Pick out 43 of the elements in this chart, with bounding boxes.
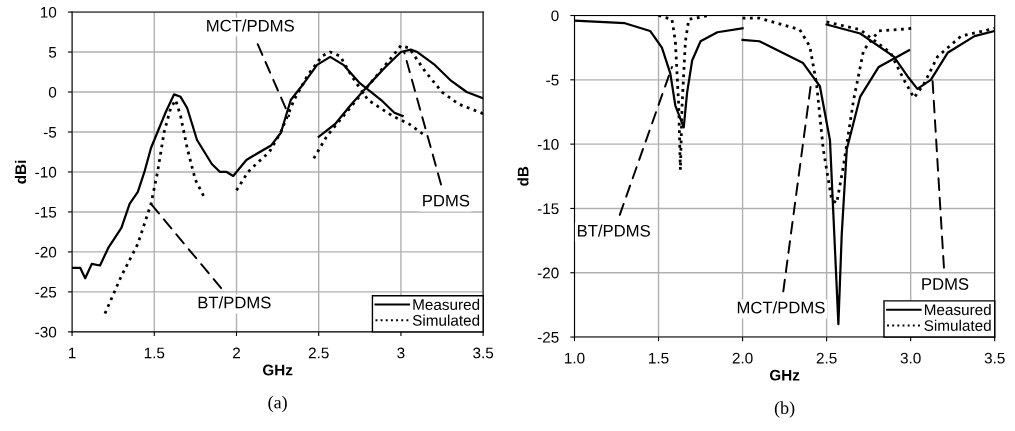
x-tick-label: 2.5 bbox=[816, 352, 837, 364]
text: (b) bbox=[774, 401, 795, 418]
x-tick-label: 1 bbox=[68, 347, 76, 359]
x-tick-label: 2.0 bbox=[732, 352, 753, 364]
y-tick-label: -15 bbox=[537, 203, 559, 215]
y-tick-label: -25 bbox=[537, 331, 559, 343]
y-tick-label: -25 bbox=[35, 286, 57, 298]
x-tick-label: 3.5 bbox=[473, 347, 494, 359]
y-tick-label: -20 bbox=[35, 246, 57, 258]
y-tick-label: 0 bbox=[48, 86, 57, 98]
legend-label: Simulated bbox=[412, 314, 480, 326]
x-tick-label: 2 bbox=[233, 347, 240, 359]
legend-label: Measured bbox=[413, 298, 480, 311]
y-tick-label: -15 bbox=[35, 206, 57, 218]
y-tick-label: 0 bbox=[551, 10, 559, 22]
y-tick-label: -20 bbox=[537, 267, 559, 279]
y-tick-label: 10 bbox=[40, 6, 57, 18]
x-tick-label: 3.0 bbox=[900, 352, 921, 364]
legend-label: Simulated bbox=[924, 319, 991, 331]
y-tick-label: -10 bbox=[35, 166, 57, 178]
x-axis-title: GHz bbox=[262, 364, 293, 376]
annotation: PDMS bbox=[922, 278, 969, 290]
text: (a) bbox=[268, 395, 287, 413]
y-tick-label: -10 bbox=[537, 138, 559, 150]
x-tick-label: 1.0 bbox=[565, 352, 585, 364]
y-tick-label: -5 bbox=[43, 127, 57, 138]
y-tick-label: -30 bbox=[35, 326, 57, 338]
x-tick-label: 1.5 bbox=[144, 347, 165, 359]
annotation: BT/PDMS bbox=[198, 296, 271, 309]
y-tick-label: 5 bbox=[48, 47, 57, 58]
y-axis-title: dBi bbox=[14, 160, 27, 184]
y-axis-title: dB bbox=[517, 166, 529, 186]
x-axis-title: GHz bbox=[769, 369, 800, 381]
y-tick-label: -5 bbox=[546, 74, 559, 86]
legend-label: Measured bbox=[924, 303, 991, 316]
annotation: MCT/PDMS bbox=[207, 19, 294, 32]
x-tick-label: 3.5 bbox=[984, 352, 1005, 364]
x-tick-label: 1.5 bbox=[649, 352, 669, 364]
annotation: MCT/PDMS bbox=[737, 301, 825, 314]
x-tick-label: 3 bbox=[397, 347, 405, 359]
x-tick-label: 2.5 bbox=[308, 347, 329, 359]
annotation: BT/PDMS bbox=[577, 224, 650, 237]
annotation: PDMS bbox=[423, 194, 470, 207]
